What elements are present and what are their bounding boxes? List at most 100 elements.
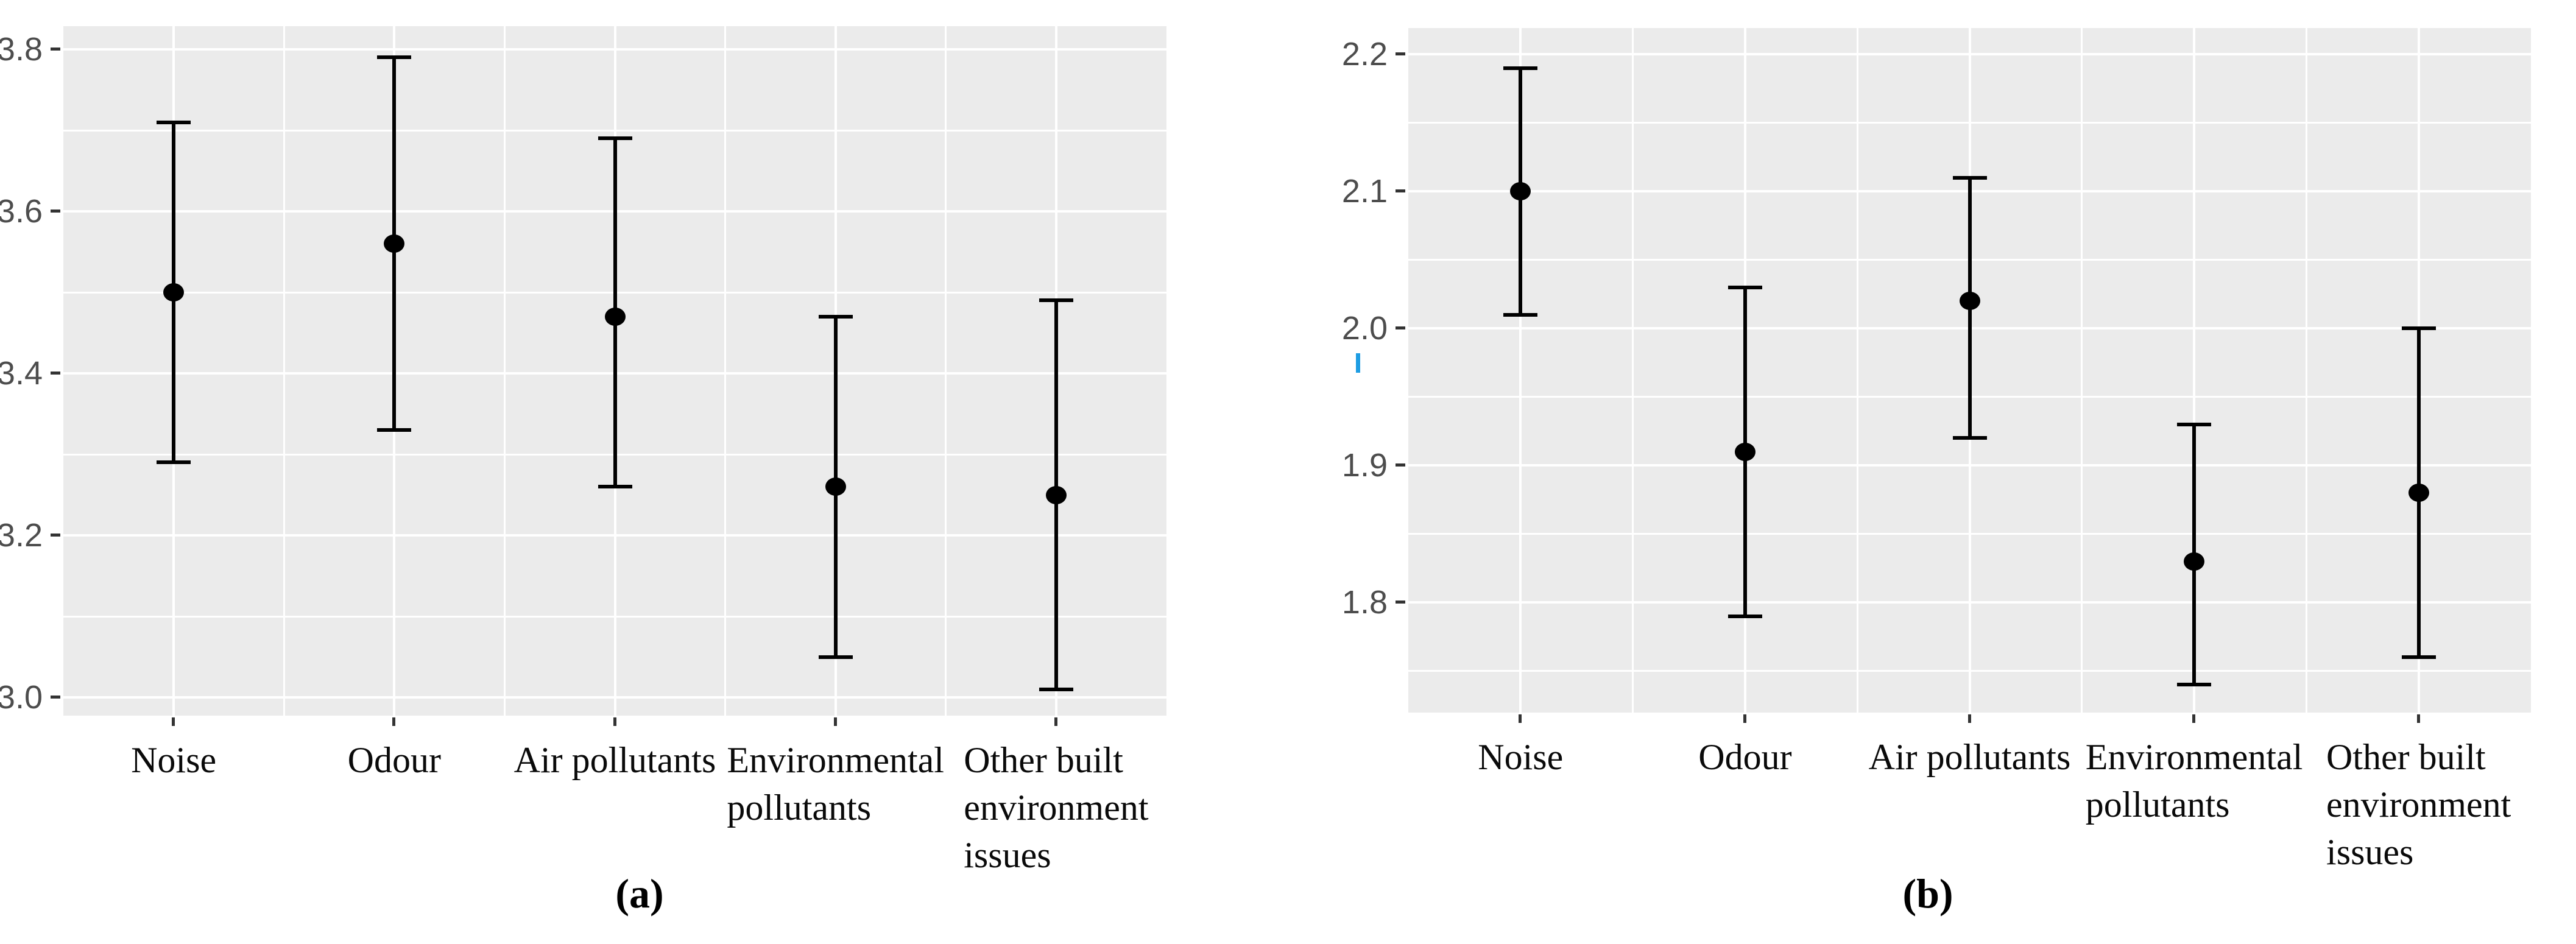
y-axis-tick [1396, 463, 1405, 467]
error-bar-top-cap [377, 55, 412, 60]
point-estimate [1045, 485, 1067, 504]
gridline-minor-vertical [945, 26, 947, 716]
x-category-label: Environmental pollutants [2086, 733, 2303, 828]
gridline-minor-vertical [1632, 28, 1634, 713]
x-category-label-line: pollutants [2085, 784, 2230, 825]
error-bar-top-cap [1727, 285, 1762, 289]
gridline-minor-vertical [1856, 28, 1858, 713]
x-axis-tick [172, 717, 175, 726]
x-category-label-line: Environmental [727, 740, 944, 780]
x-category-label: Other built environment issues [2326, 733, 2511, 876]
x-category-label: Other built environment issues [964, 736, 1148, 879]
x-category-label-line: Odour [1698, 737, 1792, 777]
error-bar-bottom-cap [157, 460, 191, 465]
subfigure-caption-a: (a) [615, 870, 664, 917]
x-category-label-line: Environmental [2085, 737, 2303, 777]
x-category-label: Odour [348, 736, 441, 784]
y-axis-tick [51, 210, 60, 213]
y-axis-tick [51, 696, 60, 699]
y-axis-tick [51, 534, 60, 537]
y-axis-tick [1396, 52, 1405, 55]
y-axis-tick [51, 48, 60, 51]
gridline-minor-vertical [2081, 28, 2083, 713]
y-tick-label: 2.0 [1341, 310, 1388, 347]
blue-artifact-mark [1356, 353, 1360, 373]
y-tick-label: 2.2 [1341, 36, 1388, 72]
error-bar-bottom-cap [2177, 683, 2212, 686]
error-bar-bottom-cap [2401, 655, 2436, 659]
x-category-label-line: Air pollutants [513, 740, 716, 780]
x-axis-tick [613, 717, 616, 726]
x-category-label-line: environment [2326, 784, 2511, 825]
error-bar-bottom-cap [1503, 312, 1538, 317]
gridline-minor-vertical [283, 26, 285, 716]
x-axis-tick [2416, 714, 2420, 723]
gridline-major-vertical [1519, 28, 1522, 713]
x-category-label-line: issues [964, 835, 1051, 875]
y-tick-label: 3.8 [0, 31, 43, 68]
x-axis-tick [1054, 717, 1057, 726]
error-bar-bottom-cap [1952, 436, 1987, 440]
error-bar-bottom-cap [1039, 687, 1073, 691]
error-bar-top-cap [1952, 175, 1987, 180]
subfigure-caption-b: (b) [1902, 870, 1953, 917]
y-tick-label: 3.4 [0, 355, 43, 392]
error-bar-top-cap [2177, 422, 2212, 426]
error-bar-top-cap [157, 120, 191, 124]
point-estimate [2184, 552, 2205, 571]
error-bar-bottom-cap [598, 485, 632, 489]
error-bar-top-cap [598, 136, 632, 141]
x-category-label: Noise [131, 736, 216, 784]
y-axis-tick [1396, 326, 1405, 329]
x-axis-tick [2192, 714, 2196, 723]
x-category-label-line: environment [964, 787, 1149, 828]
y-axis-tick [1396, 189, 1405, 192]
x-category-label: Odour [1698, 733, 1791, 781]
point-estimate [384, 234, 405, 253]
y-tick-label: 3.2 [0, 517, 43, 554]
point-estimate [2408, 484, 2429, 502]
x-category-label: Noise [1478, 733, 1563, 781]
y-tick-label: 1.9 [1341, 447, 1388, 484]
point-estimate [1734, 442, 1756, 461]
x-category-label-line: Noise [1478, 737, 1564, 777]
x-category-label: Air pollutants [1869, 733, 2071, 781]
gridline-minor-vertical [503, 26, 506, 716]
x-category-label-line: Noise [131, 740, 217, 780]
y-tick-label: 3.0 [0, 679, 43, 716]
x-category-label-line: pollutants [727, 787, 872, 828]
error-bar-top-cap [2401, 326, 2436, 330]
x-category-label-line: Air pollutants [1868, 737, 2071, 777]
error-bar-bottom-cap [1727, 614, 1762, 618]
x-axis-tick [833, 717, 837, 726]
x-axis-tick [392, 717, 396, 726]
error-bar-bottom-cap [377, 428, 412, 432]
x-category-label-line: Other built [2326, 737, 2486, 777]
y-axis-tick [1396, 601, 1405, 604]
point-estimate [163, 283, 185, 301]
point-estimate [1510, 182, 1531, 200]
x-category-label: Environmental pollutants [727, 736, 944, 831]
point-estimate [604, 307, 626, 326]
gridline-minor-vertical [724, 26, 727, 716]
error-bar-top-cap [1039, 298, 1073, 303]
x-category-label-line: Odour [347, 740, 441, 780]
y-tick-label: 1.8 [1341, 584, 1388, 621]
y-tick-label: 3.6 [0, 193, 43, 230]
y-tick-label: 2.1 [1341, 173, 1388, 210]
x-category-label-line: issues [2326, 832, 2414, 872]
point-estimate [825, 477, 846, 496]
error-bar-top-cap [1503, 66, 1538, 70]
x-axis-tick [1519, 714, 1522, 723]
error-bar-bottom-cap [818, 655, 853, 659]
y-axis-tick [51, 372, 60, 375]
gridline-minor-vertical [2305, 28, 2307, 713]
x-axis-tick [1967, 714, 1971, 723]
point-estimate [1959, 292, 1980, 310]
x-category-label: Air pollutants [514, 736, 716, 784]
gridline-major-vertical [2193, 28, 2196, 713]
error-bar-top-cap [818, 314, 853, 319]
x-axis-tick [1743, 714, 1746, 723]
x-category-label-line: Other built [964, 740, 1123, 780]
